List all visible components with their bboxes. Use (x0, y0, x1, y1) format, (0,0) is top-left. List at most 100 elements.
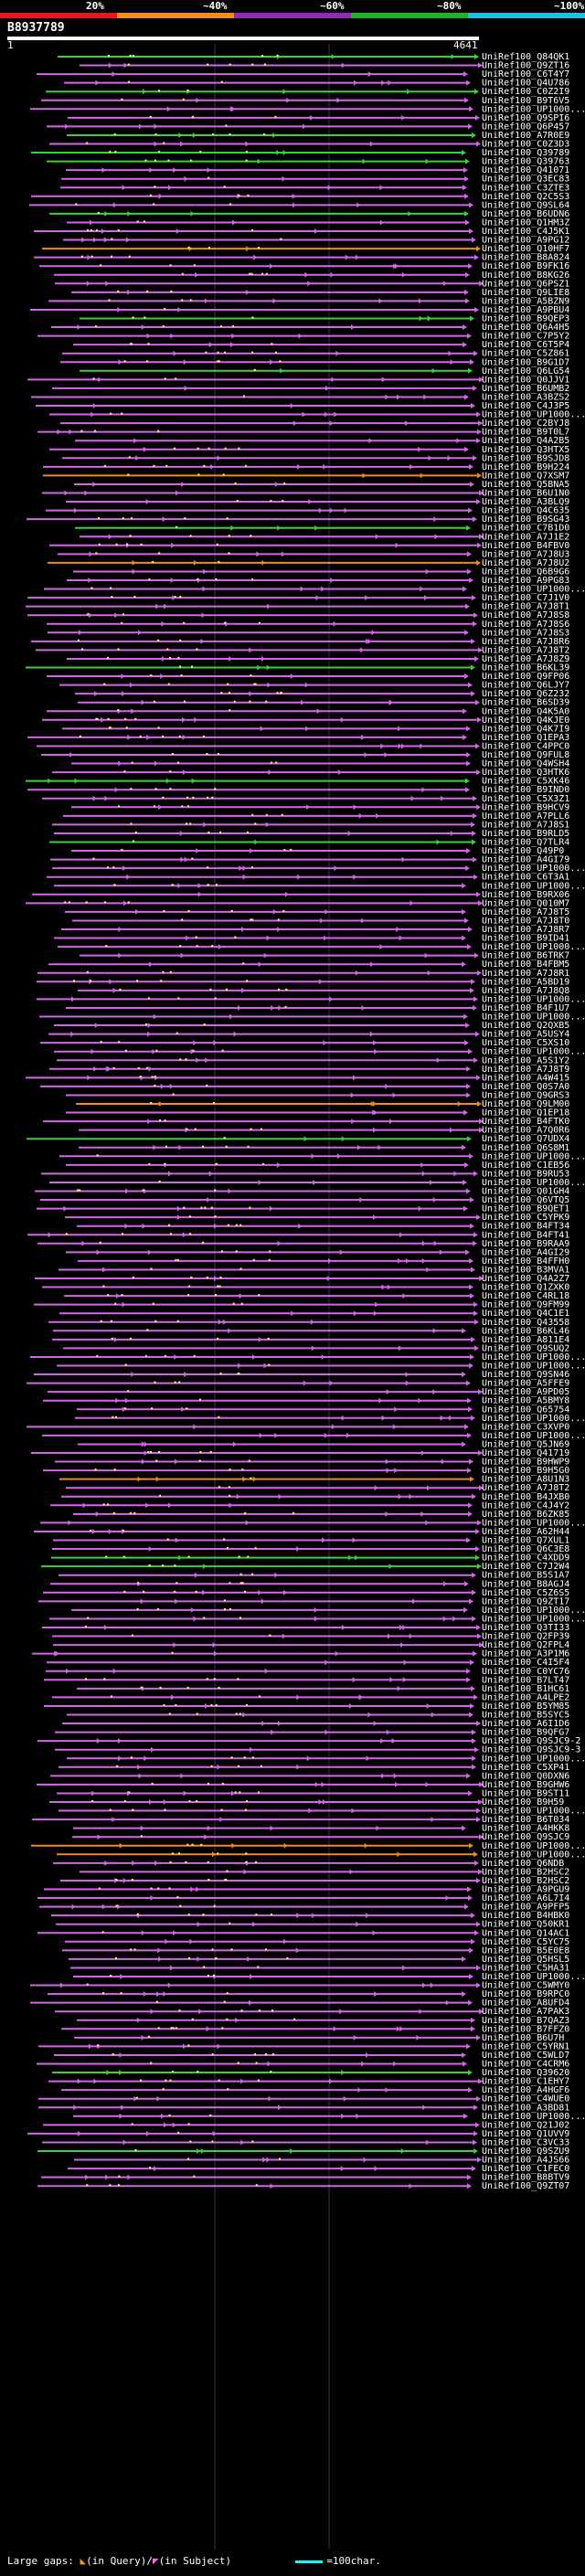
hit-label[interactable]: UniRef100_B6T034 (482, 1815, 569, 1825)
hit-label[interactable]: UniRef100_A7J8U3 (482, 549, 569, 559)
hit-label[interactable]: UniRef100_A7J8Q8 (482, 986, 569, 996)
hit-label[interactable]: UniRef100_C4J3P5 (482, 401, 569, 411)
hit-label[interactable]: UniRef100_B8BTV9 (482, 2173, 569, 2183)
hit-label[interactable]: UniRef100_UP1000... (482, 104, 585, 114)
hit-label[interactable]: UniRef100_A7J8T2 (482, 1483, 569, 1493)
hit-label[interactable]: UniRef100_Q9FP06 (482, 672, 569, 682)
hit-label[interactable]: UniRef100_C4J5K1 (482, 227, 569, 237)
hit-label[interactable]: UniRef100_UP1000... (482, 1606, 585, 1616)
hit-label[interactable]: UniRef100_Q9FUL8 (482, 750, 569, 760)
hit-label[interactable]: UniRef100_A7R0E9 (482, 131, 569, 141)
hit-label[interactable]: UniRef100_UP1000... (482, 1431, 585, 1441)
hit-label[interactable]: UniRef100_Q3HTK6 (482, 768, 569, 778)
hit-label[interactable]: UniRef100_Q4A2Z7 (482, 1274, 569, 1284)
hit-label[interactable]: UniRef100_B4FT41 (482, 1230, 569, 1240)
hit-label[interactable]: UniRef100_A4LPE2 (482, 1692, 569, 1702)
hit-label[interactable]: UniRef100_Q1EPA3 (482, 733, 569, 743)
hit-label[interactable]: UniRef100_Q9SJC9-3 (482, 1745, 580, 1755)
hit-label[interactable]: UniRef100_A5S1Y2 (482, 1055, 569, 1065)
hit-label[interactable]: UniRef100_A811E4 (482, 1335, 569, 1345)
hit-label[interactable]: UniRef100_Q4K5A0 (482, 706, 569, 716)
hit-label[interactable]: UniRef100_A3BZS2 (482, 392, 569, 402)
hit-label[interactable]: UniRef100_A62H44 (482, 1527, 569, 1537)
hit-label[interactable]: UniRef100_B6U7H (482, 2033, 564, 2043)
hit-label[interactable]: UniRef100_B4FT34 (482, 1222, 569, 1232)
hit-label[interactable]: UniRef100_Q84QK1 (482, 52, 569, 62)
hit-label[interactable]: UniRef100_A7J8S3 (482, 628, 569, 638)
hit-label[interactable]: UniRef100_A9PG83 (482, 576, 569, 586)
hit-label[interactable]: UniRef100_A9PGU9 (482, 1885, 569, 1895)
hit-label[interactable]: UniRef100_C0Z3D3 (482, 140, 569, 150)
hit-label[interactable]: UniRef100_C5XS10 (482, 1038, 569, 1048)
hit-label[interactable]: UniRef100_UP1000... (482, 864, 585, 874)
hit-label[interactable]: UniRef100_C3VC33 (482, 2137, 569, 2147)
hit-label[interactable]: UniRef100_A7J8R7 (482, 925, 569, 935)
hit-label[interactable]: UniRef100_B4FBV0 (482, 541, 569, 551)
hit-label[interactable]: UniRef100_B4FFH0 (482, 1256, 569, 1267)
hit-label[interactable]: UniRef100_B4JXB0 (482, 1492, 569, 1502)
hit-label[interactable]: UniRef100_B9H59 (482, 1797, 564, 1807)
hit-label[interactable]: UniRef100_C5YRN1 (482, 2041, 569, 2051)
hit-label[interactable]: UniRef100_A7PAK3 (482, 2007, 569, 2017)
hit-label[interactable]: UniRef100_C1FEC0 (482, 2164, 569, 2174)
hit-label[interactable]: UniRef100_C6T5P4 (482, 340, 569, 350)
hit-label[interactable]: UniRef100_UP1000... (482, 1972, 585, 1982)
hit-label[interactable]: UniRef100_C7J1V0 (482, 593, 569, 603)
hit-label[interactable]: UniRef100_C5YC75 (482, 1937, 569, 1947)
hit-label[interactable]: UniRef100_C7P5Y2 (482, 332, 569, 342)
hit-label[interactable]: UniRef100_B9HCV9 (482, 802, 569, 812)
hit-label[interactable]: UniRef100_Q9SPI6 (482, 113, 569, 123)
hit-label[interactable]: UniRef100_Q9ZT17 (482, 1596, 569, 1606)
hit-label[interactable]: UniRef100_C6T4Y7 (482, 69, 569, 80)
hit-label[interactable]: UniRef100_C4WUE0 (482, 2094, 569, 2104)
hit-label[interactable]: UniRef100_Q1UVV9 (482, 2129, 569, 2139)
hit-label[interactable]: UniRef100_A5USY4 (482, 1030, 569, 1040)
hit-label[interactable]: UniRef100_Q7XSM7 (482, 471, 569, 481)
hit-label[interactable]: UniRef100_A5BD19 (482, 977, 569, 987)
hit-label[interactable]: UniRef100_A3BLQ9 (482, 497, 569, 507)
hit-label[interactable]: UniRef100_B8A824 (482, 253, 569, 263)
hit-label[interactable]: UniRef100_Q6LG54 (482, 366, 569, 376)
hit-label[interactable]: UniRef100_UP1000... (482, 585, 585, 595)
hit-label[interactable]: UniRef100_Q7UDX4 (482, 1134, 569, 1144)
hit-label[interactable]: UniRef100_C4XDD9 (482, 1553, 569, 1564)
hit-label[interactable]: UniRef100_Q6B9G6 (482, 567, 569, 577)
hit-label[interactable]: UniRef100_A5BMY8 (482, 1396, 569, 1406)
hit-label[interactable]: UniRef100_A4HGF6 (482, 2085, 569, 2095)
hit-label[interactable]: UniRef100_A7J8S1 (482, 820, 569, 830)
hit-label[interactable]: UniRef100_UP1000... (482, 1362, 585, 1372)
hit-label[interactable]: UniRef100_B6SD39 (482, 698, 569, 708)
hit-label[interactable]: UniRef100_C0YC76 (482, 1667, 569, 1677)
hit-label[interactable]: UniRef100_Q43558 (482, 1318, 569, 1328)
hit-label[interactable]: UniRef100_B6U1N0 (482, 489, 569, 499)
hit-label[interactable]: UniRef100_C0Z2I9 (482, 87, 569, 97)
hit-label[interactable]: UniRef100_Q14AC1 (482, 1928, 569, 1938)
hit-label[interactable]: UniRef100_B9SG43 (482, 514, 569, 525)
hit-label[interactable]: UniRef100_Q5HSL5 (482, 1955, 569, 1965)
hit-label[interactable]: UniRef100_C5YPK9 (482, 1213, 569, 1223)
hit-label[interactable]: UniRef100_A7Q0R6 (482, 1126, 569, 1136)
hit-label[interactable]: UniRef100_Q4C1E1 (482, 1309, 569, 1319)
hit-label[interactable]: UniRef100_A9PFP5 (482, 1903, 569, 1913)
hit-label[interactable]: UniRef100_UP1000... (482, 1807, 585, 1817)
hit-label[interactable]: UniRef100_C4RL18 (482, 1291, 569, 1301)
hit-label[interactable]: UniRef100_Q39789 (482, 148, 569, 158)
hit-label[interactable]: UniRef100_B9T6V5 (482, 96, 569, 106)
hit-label[interactable]: UniRef100_B4F1U7 (482, 1003, 569, 1013)
hit-label[interactable]: UniRef100_C5XK46 (482, 777, 569, 787)
hit-label[interactable]: UniRef100_Q39763 (482, 157, 569, 167)
hit-label[interactable]: UniRef100_UP1000... (482, 942, 585, 952)
hit-label[interactable]: UniRef100_Q50KR1 (482, 1920, 569, 1930)
hit-label[interactable]: UniRef100_UP1000... (482, 994, 585, 1004)
hit-label[interactable]: UniRef100_A7J8Z9 (482, 654, 569, 664)
hit-label[interactable]: UniRef100_Q9GRS3 (482, 1090, 569, 1100)
hit-label[interactable]: UniRef100_B7FFZ0 (482, 2024, 569, 2034)
hit-label[interactable]: UniRef100_A5BZN9 (482, 296, 569, 306)
hit-label[interactable]: UniRef100_B9QEP3 (482, 314, 569, 324)
hit-label[interactable]: UniRef100_A9PBU4 (482, 305, 569, 315)
hit-label[interactable]: UniRef100_A6L7I4 (482, 1893, 569, 1903)
hit-label[interactable]: UniRef100_A9PD05 (482, 1387, 569, 1397)
hit-label[interactable]: UniRef100_C4J4Y2 (482, 1500, 569, 1511)
hit-label[interactable]: UniRef100_A7J8T0 (482, 916, 569, 926)
hit-label[interactable]: UniRef100_B7LT47 (482, 1675, 569, 1685)
